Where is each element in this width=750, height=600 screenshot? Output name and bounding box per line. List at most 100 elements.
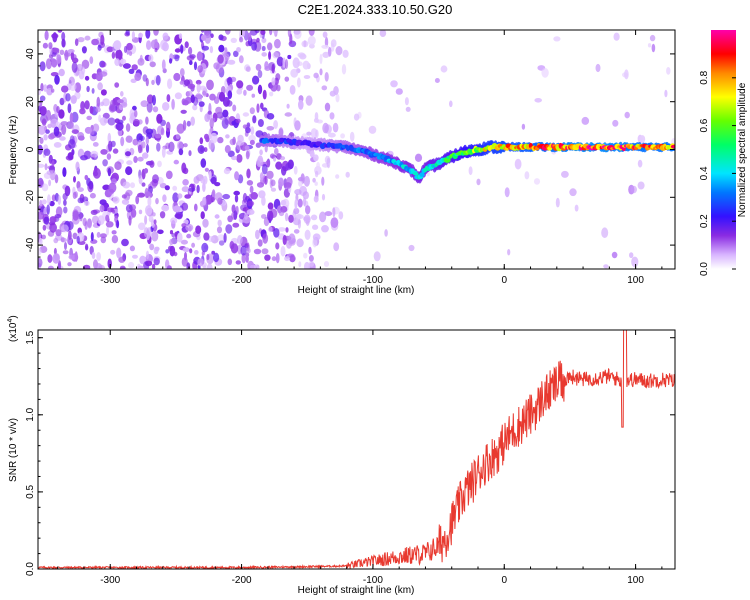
snr-xtick-label: 100 xyxy=(627,575,644,586)
spectrogram-cell xyxy=(603,264,609,269)
spectrogram-cell xyxy=(277,227,286,232)
spectrogram-cell xyxy=(261,248,269,255)
spectrogram-cell xyxy=(152,94,156,106)
spectrogram-cell xyxy=(649,34,656,42)
spectrogram-cell xyxy=(201,242,209,253)
spectrogram-cell xyxy=(182,99,189,106)
spectrogram-cell xyxy=(132,254,138,259)
spectrogram-cell xyxy=(137,156,144,162)
spectrogram-cell xyxy=(63,206,68,214)
spectrogram-cell xyxy=(189,54,196,59)
spectrogram-cell xyxy=(79,212,83,222)
spectrogram-cell xyxy=(193,176,200,184)
spectrogram-cell xyxy=(230,37,237,44)
spectrogram-cell xyxy=(39,61,46,72)
spectrogram-cell xyxy=(43,216,50,225)
spectrogram-cell xyxy=(308,260,315,267)
spectrogram-cell xyxy=(188,150,192,157)
spectrogram-cell xyxy=(268,51,272,60)
spectrogram-cell xyxy=(38,125,46,135)
spectrogram-cell xyxy=(128,51,133,56)
spectrogram-heatmap xyxy=(38,30,675,269)
spectrogram-cell xyxy=(247,32,252,42)
spectrogram-cell xyxy=(99,204,105,213)
spectrogram-cell xyxy=(145,144,150,153)
spectrogram-cell xyxy=(166,265,172,269)
spectrogram-cell xyxy=(574,204,579,212)
spectrogram-cell xyxy=(198,101,205,107)
spectrogram-cell xyxy=(231,120,237,126)
spectrogram-cell xyxy=(154,47,158,53)
spectrogram-cell xyxy=(145,116,149,125)
spectrogram-cell xyxy=(268,226,273,233)
spectrogram-cell xyxy=(61,31,66,41)
spectrogram-cell xyxy=(581,116,590,125)
spectrogram-cell xyxy=(243,89,247,96)
spectrogram-cell xyxy=(197,145,205,154)
spectrogram-cell xyxy=(88,180,94,190)
spectrogram-cell xyxy=(303,216,311,222)
spectrogram-cell xyxy=(197,258,204,267)
spectrogram-cell xyxy=(71,111,79,123)
spectrogram-cell xyxy=(101,61,107,68)
spectrogram-cell xyxy=(65,93,71,102)
spectrogram-cell xyxy=(335,46,343,56)
spectrogram-cell xyxy=(74,251,78,262)
spectrogram-cell xyxy=(63,52,72,57)
spectrogram-cell xyxy=(247,200,255,207)
spectrogram-cell xyxy=(206,254,210,261)
spectrogram-cell xyxy=(125,151,131,157)
spectrogram-cell xyxy=(319,53,323,65)
spectrogram-cell xyxy=(259,149,263,156)
spectrogram-cell xyxy=(157,229,164,235)
spectrogram-cell xyxy=(313,195,319,203)
spectrogram-cell xyxy=(180,44,184,54)
spectrogram-cell xyxy=(154,133,162,139)
spectrogram-cell xyxy=(191,242,196,248)
spectrogram-cell xyxy=(90,209,98,215)
spectrogram-cell xyxy=(121,238,129,247)
spectrogram-cell xyxy=(222,109,229,118)
spectrogram-cell xyxy=(212,117,216,124)
spectrogram-cell xyxy=(304,261,310,269)
spectrogram-xtick-label: -200 xyxy=(232,275,252,286)
spectrogram-cell xyxy=(153,246,159,255)
spectrogram-cell xyxy=(223,232,227,243)
spectrogram-cell xyxy=(91,88,95,94)
spectrogram-cell xyxy=(186,233,192,239)
spectrogram-cell xyxy=(329,112,335,120)
colorbar-tick-label: 0.2 xyxy=(699,214,710,228)
spectrogram-cell xyxy=(92,167,101,179)
spectrogram-cell xyxy=(133,118,140,126)
spectrogram-cell xyxy=(224,47,228,56)
spectrogram-cell xyxy=(267,202,274,210)
spectrogram-cell xyxy=(107,117,116,126)
spectrogram-cell xyxy=(182,179,189,186)
spectrogram-cell xyxy=(178,148,184,156)
spectrogram-xtick-label: 0 xyxy=(501,275,507,286)
spectrogram-cell xyxy=(117,99,124,104)
spectrogram-cell xyxy=(112,196,120,204)
spectrogram-cell xyxy=(42,42,49,49)
spectrogram-cell xyxy=(249,30,258,36)
spectrogram-cell xyxy=(67,152,74,160)
spectrogram-cell xyxy=(73,176,76,183)
spectrogram-cell xyxy=(51,58,58,68)
spectrogram-cell xyxy=(225,224,233,234)
snr-xtick-label: -200 xyxy=(232,575,252,586)
spectrogram-cell xyxy=(202,90,207,96)
spectrogram-cell xyxy=(68,254,77,260)
spectrogram-cell xyxy=(114,118,120,124)
spectrogram-cell xyxy=(162,102,170,111)
spectrogram-cell xyxy=(151,79,155,85)
spectrogram-cell xyxy=(143,227,149,238)
spectrogram-cell xyxy=(123,45,128,54)
spectrogram-cell xyxy=(308,246,312,255)
spectrogram-cell xyxy=(310,214,318,221)
spectrogram-ridge-cell xyxy=(419,172,425,177)
spectrogram-cell xyxy=(247,248,251,254)
colorbar-tick-label: 0.6 xyxy=(699,118,710,132)
spectrogram-cell xyxy=(210,196,215,203)
spectrogram-cell xyxy=(106,153,112,160)
spectrogram-cell xyxy=(56,106,60,114)
